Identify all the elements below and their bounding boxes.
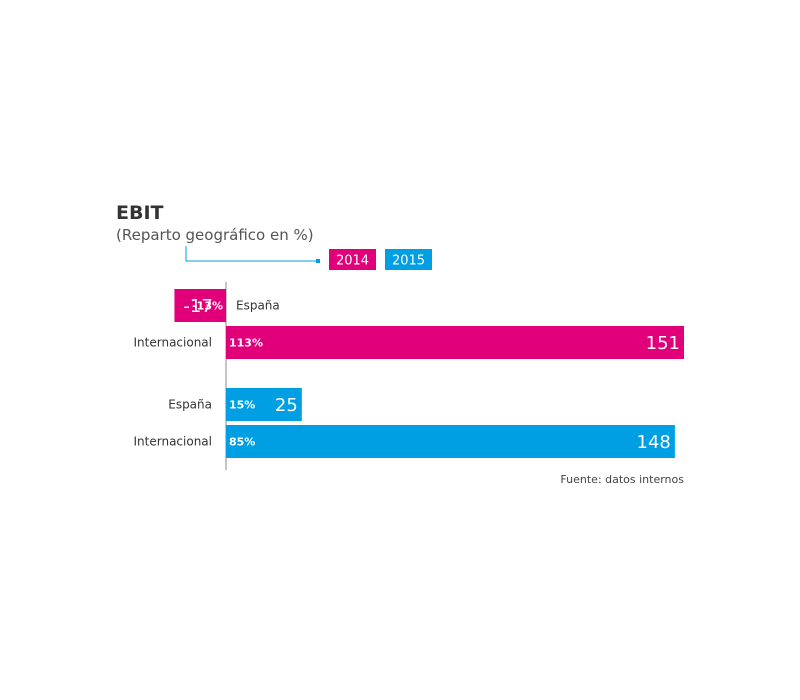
legend-connector-line [185, 246, 318, 262]
legend-label-2015: 2015 [392, 254, 425, 269]
bar-2014-espana [174, 289, 226, 322]
value-label-2014-internacional: 151 [646, 333, 680, 354]
category-label-2015-espana: España [168, 398, 212, 412]
value-label-2015-espana: 25 [275, 395, 298, 416]
legend-label-2014: 2014 [336, 254, 369, 269]
category-label-2015-internacional: Internacional [134, 435, 212, 449]
source-note: Fuente: datos internos [560, 473, 684, 486]
chart-title: EBIT [116, 202, 164, 224]
legend-swatch-2015 [385, 249, 432, 270]
bar-2015-espana [226, 388, 302, 421]
category-label-2014-espana: España [236, 299, 280, 313]
pct-label-2015-espana: 15% [229, 399, 255, 412]
chart-subtitle: (Reparto geográfico en %) [116, 226, 314, 244]
value-label-2014-espana: -17 [183, 296, 212, 317]
legend-connector-dot [316, 259, 320, 263]
bar-2014-internacional [226, 326, 684, 359]
legend-swatch-2014 [329, 249, 376, 270]
value-label-2015-internacional: 148 [637, 432, 671, 453]
bars-group: España -13%-17 Internacional 113% 151 España 1… [134, 289, 684, 458]
pct-label-2015-internacional: 85% [229, 436, 255, 449]
pct-label-2014-internacional: 113% [229, 337, 263, 350]
category-label-2014-internacional: Internacional [134, 336, 212, 350]
legend: 2014 2015 [329, 249, 432, 270]
bar-2015-internacional [226, 425, 675, 458]
pct-label-2014-espana: -13% [192, 300, 223, 313]
